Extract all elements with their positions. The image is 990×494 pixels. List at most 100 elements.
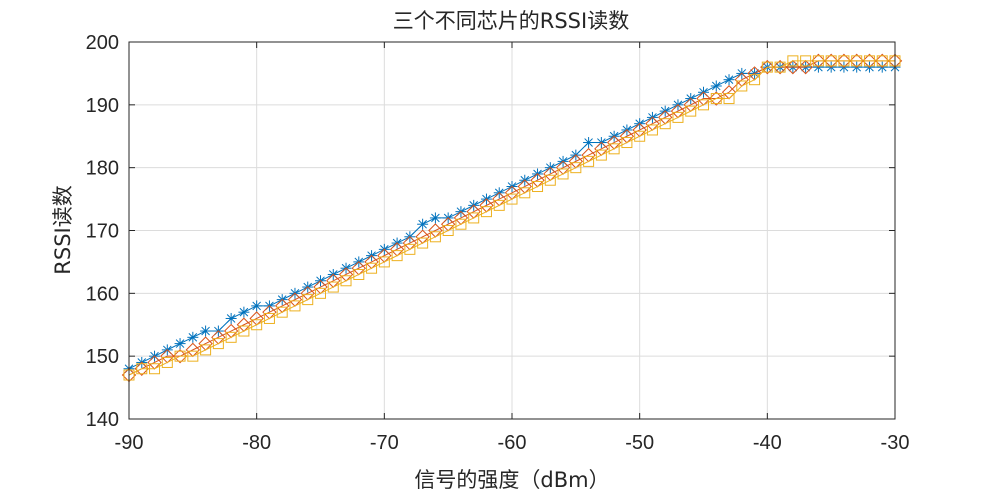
data-point-square	[672, 111, 684, 123]
data-point-asterisk	[710, 80, 722, 92]
series-3	[123, 55, 901, 381]
x-tick-label: -30	[881, 432, 910, 454]
data-point-square	[468, 212, 480, 224]
data-point-square	[289, 300, 301, 312]
data-point-asterisk	[238, 306, 250, 318]
data-point-square	[200, 344, 212, 356]
data-point-square	[583, 155, 595, 167]
data-point-square	[315, 287, 326, 299]
plot-series	[121, 53, 903, 383]
data-point-diamond	[875, 53, 890, 69]
data-point-square	[378, 256, 390, 268]
data-point-square	[621, 137, 633, 149]
data-point-square	[761, 61, 773, 73]
data-point-asterisk	[251, 300, 263, 312]
data-point-diamond	[785, 59, 801, 75]
data-point-square	[417, 237, 429, 249]
data-point-square	[136, 363, 148, 375]
data-point-asterisk	[187, 331, 199, 343]
y-tick-label: 160	[86, 283, 119, 305]
y-tick-label: 200	[86, 32, 119, 54]
data-point-square	[608, 143, 620, 155]
data-point-asterisk	[174, 338, 186, 350]
data-point-diamond	[760, 59, 775, 75]
data-point-square	[876, 55, 888, 67]
x-tick-label: -80	[242, 432, 271, 454]
data-point-square	[736, 80, 748, 92]
x-tick-label: -70	[370, 432, 399, 454]
data-point-square	[825, 55, 837, 67]
data-point-diamond	[798, 59, 813, 75]
data-point-square	[838, 55, 850, 67]
data-point-square	[646, 124, 658, 136]
chart-title: 三个不同芯片的RSSI读数	[393, 9, 629, 33]
y-tick-label: 180	[86, 158, 119, 180]
data-point-square	[174, 350, 186, 362]
data-point-asterisk	[429, 212, 441, 224]
data-point-square	[429, 231, 441, 243]
data-point-square	[634, 130, 646, 142]
data-point-square	[749, 74, 761, 86]
y-tick-label: 140	[86, 409, 119, 431]
data-point-square	[557, 168, 569, 180]
data-point-diamond	[134, 361, 149, 376]
data-point-square	[506, 193, 518, 205]
data-point-square	[225, 331, 237, 343]
y-tick-label: 170	[86, 221, 119, 243]
data-point-square	[544, 174, 556, 186]
data-point-square	[570, 162, 582, 174]
data-point-diamond	[172, 348, 188, 364]
data-point-square	[442, 225, 454, 236]
data-point-square	[161, 356, 173, 368]
data-point-square	[812, 55, 824, 67]
data-point-square	[595, 149, 607, 161]
data-point-square	[353, 268, 365, 280]
grid	[128, 41, 896, 420]
data-point-square	[698, 99, 709, 111]
data-point-diamond	[823, 53, 839, 69]
data-point-asterisk	[723, 74, 735, 86]
x-tick-label: -90	[115, 432, 144, 454]
data-point-square	[519, 187, 531, 199]
data-point-square	[302, 294, 314, 306]
data-point-square	[276, 306, 288, 318]
data-point-square	[723, 93, 735, 105]
data-point-square	[851, 55, 863, 67]
data-point-asterisk	[225, 312, 237, 324]
data-point-square	[532, 181, 544, 193]
data-point-square	[659, 118, 671, 130]
data-point-asterisk	[417, 218, 429, 230]
data-point-square	[863, 55, 875, 67]
x-tick-label: -40	[753, 432, 782, 454]
data-point-diamond	[849, 53, 864, 69]
data-point-square	[340, 275, 352, 287]
data-point-square	[404, 243, 416, 255]
data-point-diamond	[862, 53, 877, 69]
data-point-square	[685, 105, 697, 117]
data-point-square	[800, 55, 812, 67]
data-point-square	[710, 93, 722, 105]
x-tick-label: -50	[625, 432, 654, 454]
data-point-square	[774, 61, 786, 73]
data-point-diamond	[836, 53, 852, 69]
data-point-square	[251, 319, 263, 331]
y-tick-label: 190	[86, 95, 119, 117]
data-point-asterisk	[583, 137, 595, 149]
data-point-square	[187, 350, 199, 362]
y-axis-label: RSSI读数	[51, 185, 75, 274]
data-point-square	[238, 325, 250, 337]
series-line	[128, 60, 895, 376]
data-point-square	[480, 206, 492, 218]
data-point-square	[212, 338, 224, 350]
y-tick-label: 150	[86, 346, 119, 368]
data-point-diamond	[811, 53, 826, 69]
data-point-asterisk	[200, 325, 212, 337]
data-point-square	[391, 250, 403, 262]
data-point-square	[493, 199, 505, 211]
x-tick-label: -60	[498, 432, 527, 454]
data-point-square	[787, 55, 799, 67]
data-point-square	[149, 363, 161, 375]
data-point-square	[366, 262, 378, 274]
data-point-diamond	[709, 91, 724, 106]
